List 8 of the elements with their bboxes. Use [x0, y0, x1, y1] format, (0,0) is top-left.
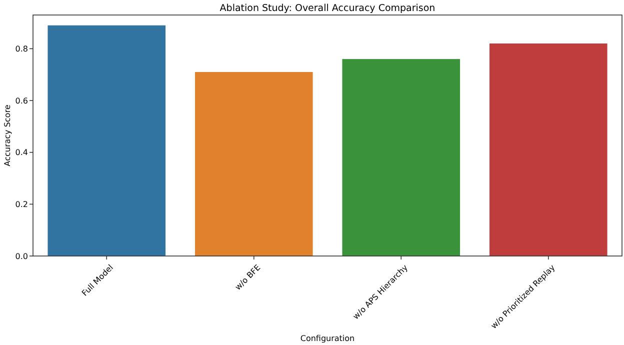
y-tick-label: 0.8	[15, 44, 28, 54]
y-axis-title: Accuracy Score	[3, 104, 12, 166]
y-tick-label: 0.2	[15, 200, 28, 209]
y-tick-label: 0.4	[15, 148, 28, 158]
y-tick-label: 0.6	[15, 96, 28, 106]
y-tick-label: 0.0	[15, 252, 28, 261]
chart-title: Ablation Study: Overall Accuracy Comparison	[220, 3, 436, 14]
x-axis-title: Configuration	[300, 334, 355, 343]
